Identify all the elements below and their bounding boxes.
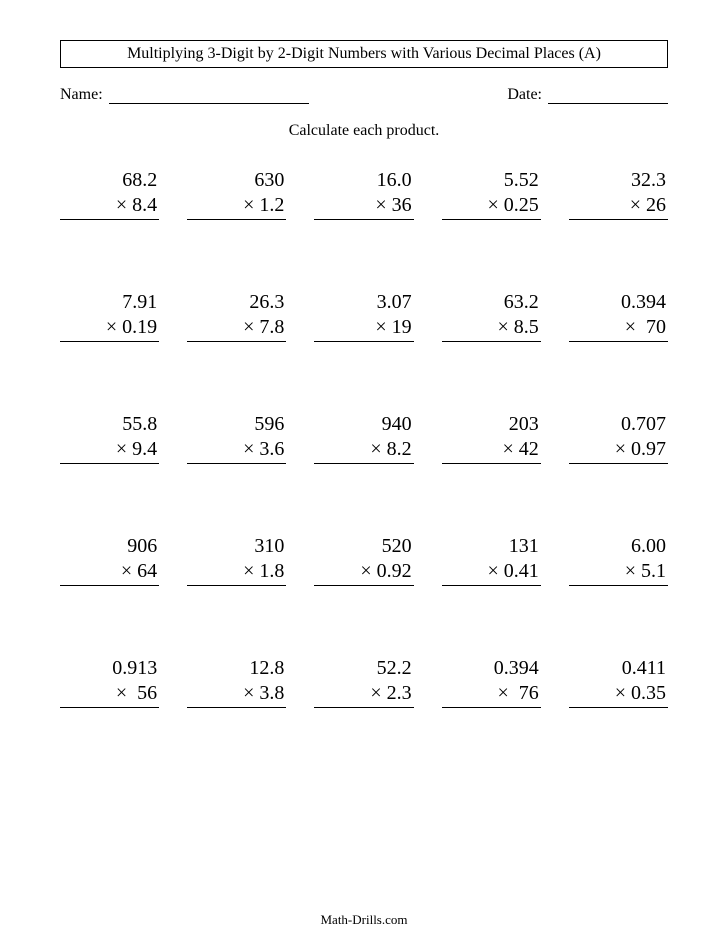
multiplier-row: × 3.8 [187,681,286,708]
worksheet-page: Multiplying 3-Digit by 2-Digit Numbers w… [0,0,728,942]
multiplier-row: × 1.8 [187,559,286,586]
multiplicand: 906 [60,534,159,559]
problem: 131× 0.41 [442,534,541,586]
multiplicand: 203 [442,412,541,437]
problem: 68.2× 8.4 [60,168,159,220]
problem: 940× 8.2 [314,412,413,464]
name-label: Name: [60,86,103,104]
problem: 12.8× 3.8 [187,656,286,708]
problem: 5.52× 0.25 [442,168,541,220]
multiplicand: 12.8 [187,656,286,681]
problem: 52.2× 2.3 [314,656,413,708]
multiplicand: 5.52 [442,168,541,193]
name-field: Name: [60,86,309,104]
page-title: Multiplying 3-Digit by 2-Digit Numbers w… [60,40,668,68]
multiplicand: 68.2 [60,168,159,193]
multiplier-row: × 0.92 [314,559,413,586]
meta-row: Name: Date: [60,86,668,104]
multiplicand: 0.707 [569,412,668,437]
multiplier-row: × 64 [60,559,159,586]
date-label: Date: [507,86,542,104]
footer: Math-Drills.com [0,912,728,928]
problem-grid: 68.2× 8.4630× 1.216.0× 365.52× 0.2532.3×… [60,168,668,708]
problem: 0.411× 0.35 [569,656,668,708]
problem: 32.3× 26 [569,168,668,220]
problem: 520× 0.92 [314,534,413,586]
multiplier-row: × 0.97 [569,437,668,464]
multiplier-row: × 42 [442,437,541,464]
multiplicand: 596 [187,412,286,437]
multiplier-row: × 70 [569,315,668,342]
problem: 55.8× 9.4 [60,412,159,464]
multiplicand: 0.394 [442,656,541,681]
problem: 16.0× 36 [314,168,413,220]
multiplicand: 0.394 [569,290,668,315]
name-line [109,88,309,104]
multiplicand: 940 [314,412,413,437]
multiplicand: 630 [187,168,286,193]
multiplicand: 310 [187,534,286,559]
problem: 596× 3.6 [187,412,286,464]
multiplier-row: × 0.19 [60,315,159,342]
multiplier-row: × 26 [569,193,668,220]
multiplier-row: × 0.25 [442,193,541,220]
problem: 0.707× 0.97 [569,412,668,464]
problem: 6.00× 5.1 [569,534,668,586]
problem: 63.2× 8.5 [442,290,541,342]
multiplicand: 131 [442,534,541,559]
multiplicand: 520 [314,534,413,559]
multiplicand: 7.91 [60,290,159,315]
problem: 310× 1.8 [187,534,286,586]
problem: 0.913× 56 [60,656,159,708]
multiplier-row: × 7.8 [187,315,286,342]
multiplier-row: × 19 [314,315,413,342]
multiplicand: 3.07 [314,290,413,315]
multiplicand: 16.0 [314,168,413,193]
multiplier-row: × 8.5 [442,315,541,342]
multiplicand: 26.3 [187,290,286,315]
multiplier-row: × 3.6 [187,437,286,464]
multiplier-row: × 0.41 [442,559,541,586]
multiplier-row: × 36 [314,193,413,220]
instruction: Calculate each product. [32,122,696,140]
problem: 906× 64 [60,534,159,586]
problem: 0.394× 76 [442,656,541,708]
multiplicand: 32.3 [569,168,668,193]
problem: 630× 1.2 [187,168,286,220]
problem: 3.07× 19 [314,290,413,342]
multiplicand: 55.8 [60,412,159,437]
multiplier-row: × 8.2 [314,437,413,464]
multiplicand: 6.00 [569,534,668,559]
multiplicand: 63.2 [442,290,541,315]
date-line [548,88,668,104]
multiplier-row: × 5.1 [569,559,668,586]
multiplier-row: × 1.2 [187,193,286,220]
date-field: Date: [507,86,668,104]
multiplier-row: × 0.35 [569,681,668,708]
problem: 7.91× 0.19 [60,290,159,342]
multiplier-row: × 76 [442,681,541,708]
multiplicand: 0.913 [60,656,159,681]
problem: 0.394× 70 [569,290,668,342]
multiplicand: 0.411 [569,656,668,681]
multiplier-row: × 2.3 [314,681,413,708]
problem: 203× 42 [442,412,541,464]
problem: 26.3× 7.8 [187,290,286,342]
multiplicand: 52.2 [314,656,413,681]
multiplier-row: × 9.4 [60,437,159,464]
multiplier-row: × 56 [60,681,159,708]
multiplier-row: × 8.4 [60,193,159,220]
